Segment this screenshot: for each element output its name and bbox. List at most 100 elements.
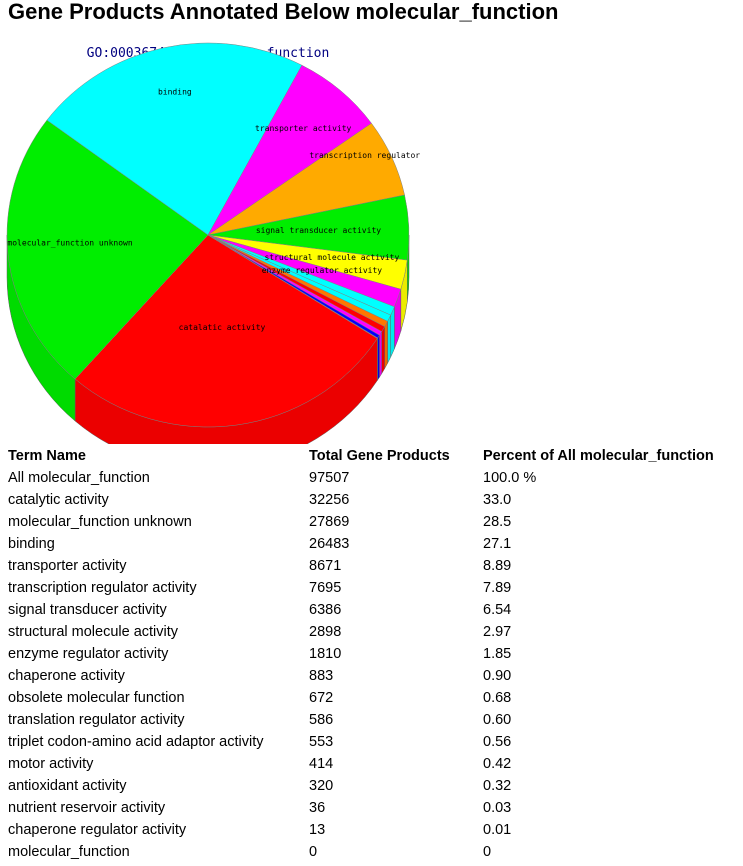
- pie-slice-label: binding: [158, 88, 192, 97]
- total-gene-products-cell: 7695: [309, 580, 342, 596]
- total-gene-products-cell: 0: [309, 844, 318, 860]
- table-row: structural molecule activity 2898 2.97: [8, 621, 743, 643]
- percent-cell: 28.5: [483, 514, 512, 530]
- pie-slice-label: transporter activity: [255, 124, 352, 133]
- percent-cell: 0.56: [483, 734, 512, 750]
- percent-cell: 2.97: [483, 624, 512, 640]
- pie-slice-label: transcription regulator activity: [309, 151, 420, 160]
- pie-top-layer: [6, 42, 410, 428]
- total-gene-products-cell: 1810: [309, 646, 342, 662]
- term-table: Term Name Total Gene Products Percent of…: [8, 445, 743, 863]
- table-row: enzyme regulator activity 1810 1.85: [8, 643, 743, 665]
- pie-slice: [46, 42, 303, 236]
- percent-cell: 1.85: [483, 646, 512, 662]
- total-gene-products-cell: 2898: [309, 624, 342, 640]
- pie-slice-label: enzyme regulator activity: [262, 266, 383, 275]
- percent-cell: 8.89: [483, 558, 512, 574]
- pie-slice-label: molecular_function unknown: [7, 239, 132, 248]
- term-name-cell: nutrient reservoir activity: [8, 800, 166, 816]
- total-gene-products-cell: 586: [309, 712, 334, 728]
- pie-slice-label: signal transducer activity: [256, 226, 381, 235]
- term-name-cell: All molecular_function: [8, 470, 150, 486]
- total-gene-products-cell: 6386: [309, 602, 342, 618]
- table-row: All molecular_function 97507 100.0 %: [8, 467, 743, 489]
- term-name-cell: triplet codon-amino acid adaptor activit…: [8, 734, 264, 750]
- percent-cell: 0.68: [483, 690, 512, 706]
- table-row: obsolete molecular function 672 0.68: [8, 687, 743, 709]
- total-gene-products-cell: 32256: [309, 492, 350, 508]
- column-header-total-gene-products: Total Gene Products: [309, 448, 450, 464]
- pie-slice-side: [379, 330, 382, 379]
- percent-cell: 0.90: [483, 668, 512, 684]
- percent-cell: 7.89: [483, 580, 512, 596]
- percent-cell: 0.32: [483, 778, 512, 794]
- term-name-cell: antioxidant activity: [8, 778, 127, 794]
- term-name-cell: obsolete molecular function: [8, 690, 185, 706]
- pie-slice-side: [387, 314, 391, 364]
- table-row: molecular_function unknown 27869 28.5: [8, 511, 743, 533]
- term-name-cell: translation regulator activity: [8, 712, 185, 728]
- table-row: transporter activity 8671 8.89: [8, 555, 743, 577]
- pie-slice-label: catalatic activity: [179, 323, 266, 332]
- total-gene-products-cell: 13: [309, 822, 326, 838]
- percent-cell: 0: [483, 844, 492, 860]
- pie-slice: [207, 234, 378, 339]
- term-name-cell: molecular_function: [8, 844, 130, 860]
- total-gene-products-cell: 414: [309, 756, 334, 772]
- term-name-cell: catalytic activity: [8, 492, 109, 508]
- table-row: molecular_function 0 0: [8, 841, 743, 863]
- table-row: antioxidant activity 320 0.32: [8, 775, 743, 797]
- term-name-cell: transcription regulator activity: [8, 580, 197, 596]
- table-row: chaperone activity 883 0.90: [8, 665, 743, 687]
- pie-slice-label: structural molecule activity: [264, 253, 399, 262]
- total-gene-products-cell: 672: [309, 690, 334, 706]
- percent-cell: 33.0: [483, 492, 512, 508]
- table-row: nutrient reservoir activity 36 0.03: [8, 797, 743, 819]
- percent-cell: 6.54: [483, 602, 512, 618]
- column-header-term-name: Term Name: [8, 448, 86, 464]
- total-gene-products-cell: 27869: [309, 514, 350, 530]
- term-name-cell: chaperone regulator activity: [8, 822, 187, 838]
- pie-slice: [6, 119, 209, 380]
- pie-chart: GO:0003674 : molecular_function catalati…: [6, 42, 420, 444]
- term-name-cell: transporter activity: [8, 558, 127, 574]
- percent-cell: 0.03: [483, 800, 512, 816]
- table-body: All molecular_function 97507 100.0 % cataly…: [8, 467, 743, 863]
- percent-cell: 0.01: [483, 822, 512, 838]
- table-row: chaperone regulator activity 13 0.01: [8, 819, 743, 841]
- term-name-cell: molecular_function unknown: [8, 514, 192, 530]
- total-gene-products-cell: 320: [309, 778, 334, 794]
- table-row: triplet codon-amino acid adaptor activit…: [8, 731, 743, 753]
- term-name-cell: motor activity: [8, 756, 94, 772]
- term-name-cell: chaperone activity: [8, 668, 125, 684]
- total-gene-products-cell: 36: [309, 800, 326, 816]
- pie-slice-side: [377, 334, 380, 381]
- percent-cell: 100.0 %: [483, 470, 537, 486]
- term-name-cell: signal transducer activity: [8, 602, 167, 618]
- pie-slice-side: [381, 325, 385, 375]
- table-row: binding 26483 27.1: [8, 533, 743, 555]
- percent-cell: 27.1: [483, 536, 512, 552]
- table-row: translation regulator activity 586 0.60: [8, 709, 743, 731]
- total-gene-products-cell: 8671: [309, 558, 342, 574]
- percent-cell: 0.42: [483, 756, 512, 772]
- pie-slice-side: [384, 321, 388, 370]
- column-header-percent: Percent of All molecular_function: [483, 448, 714, 464]
- table-header-row: Term Name Total Gene Products Percent of…: [8, 445, 743, 467]
- total-gene-products-cell: 97507: [309, 470, 350, 486]
- table-row: motor activity 414 0.42: [8, 753, 743, 775]
- pie-labels-layer: catalatic activity molecular_function unk…: [7, 88, 420, 333]
- pie-slice: [74, 234, 378, 428]
- total-gene-products-cell: 883: [309, 668, 334, 684]
- table-row: catalytic activity 32256 33.0: [8, 489, 743, 511]
- pie-depth-layer: [6, 234, 410, 444]
- page-title: Gene Products Annotated Below molecular_…: [8, 0, 559, 24]
- term-name-cell: structural molecule activity: [8, 624, 179, 640]
- total-gene-products-cell: 26483: [309, 536, 350, 552]
- term-name-cell: binding: [8, 536, 55, 552]
- table-row: signal transducer activity 6386 6.54: [8, 599, 743, 621]
- percent-cell: 0.60: [483, 712, 512, 728]
- term-name-cell: enzyme regulator activity: [8, 646, 169, 662]
- table-row: transcription regulator activity 7695 7.89: [8, 577, 743, 599]
- total-gene-products-cell: 553: [309, 734, 334, 750]
